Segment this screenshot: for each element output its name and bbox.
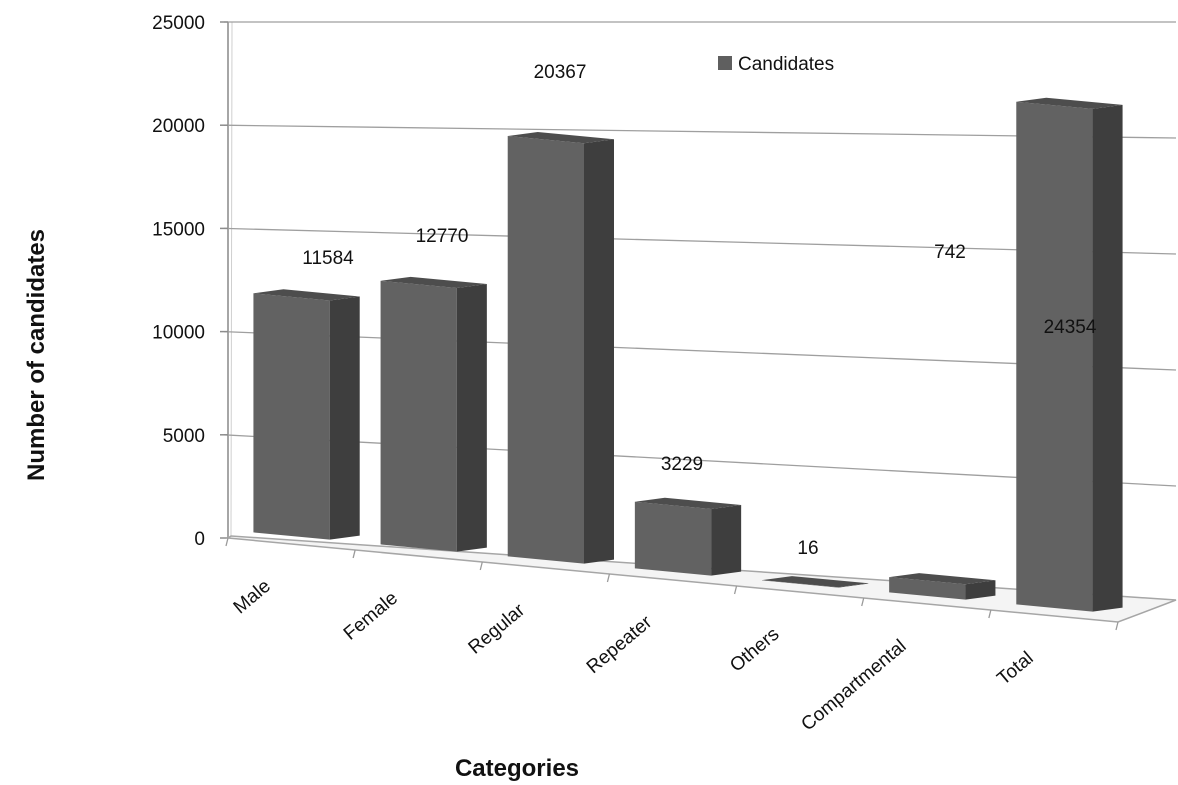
y-tick-label: 15000 (152, 219, 205, 240)
legend-swatch (718, 56, 732, 70)
chart-floor (225, 535, 1177, 631)
bar-side-face (1092, 104, 1123, 612)
bar-regular (507, 132, 614, 564)
x-tick-label: Regular (465, 599, 530, 658)
data-label: 16 (797, 538, 818, 559)
y-axis-ticks: 0 5000 10000 15000 20000 25000 (152, 13, 228, 550)
legend-label: Candidates (738, 54, 834, 75)
bar-top-face (889, 573, 996, 585)
bar-total (1016, 97, 1123, 612)
x-tick-mark (988, 609, 992, 619)
legend: Candidates (718, 54, 834, 75)
x-tick-mark (225, 537, 229, 547)
bar-male (253, 289, 360, 540)
bar-side-face (329, 296, 360, 540)
y-tick-label: 5000 (163, 426, 205, 447)
bar-top-face (380, 276, 487, 289)
left-wall-inner-edge (230, 21, 233, 537)
bar-top-face (634, 497, 742, 509)
bar-top-face (253, 289, 360, 301)
x-tick-mark (1115, 621, 1119, 631)
bar-front-face (889, 577, 966, 600)
bar-others (762, 576, 869, 588)
x-tick-label: Female (340, 588, 402, 645)
bar-front-face (762, 580, 839, 588)
x-tick-label: Repeater (583, 611, 657, 678)
bar-repeater (634, 497, 742, 576)
bar-compartmental (889, 573, 996, 600)
y-tick-label: 10000 (152, 323, 205, 344)
data-label: 24354 (1044, 317, 1097, 338)
bar-side-face (584, 139, 614, 564)
bar-top-face (762, 576, 869, 588)
data-label: 742 (934, 242, 966, 263)
data-label: 20367 (534, 62, 587, 83)
data-label: 12770 (416, 226, 469, 247)
floor-plane (225, 535, 1177, 623)
y-tick-label: 25000 (152, 13, 205, 34)
x-tick-mark (479, 561, 483, 571)
bar-front-face (634, 501, 712, 576)
bar-front-face (1016, 101, 1093, 612)
bars (253, 97, 1123, 612)
bar-side-face (965, 580, 996, 600)
y-axis-title: Number of candidates (23, 229, 50, 481)
bar-front-face (507, 136, 584, 564)
x-axis-title: Categories (455, 755, 579, 782)
x-tick-label: Male (230, 576, 275, 619)
bar-top-face (1016, 97, 1123, 109)
x-tick-mark (606, 573, 611, 583)
data-label: 11584 (302, 248, 354, 269)
x-tick-mark (352, 549, 356, 559)
data-labels: 11584 12770 20367 3229 16 742 24354 (302, 62, 1097, 559)
data-label: 3229 (661, 454, 703, 475)
x-tick-label: Compartmental (797, 636, 910, 736)
y-tick-label: 20000 (152, 116, 205, 137)
x-tick-mark (733, 585, 738, 595)
y-tick-label: 0 (194, 529, 205, 550)
bar-side-face (456, 284, 487, 552)
bar-side-face (838, 583, 869, 588)
bar-front-face (253, 293, 330, 540)
bar-top-face (507, 132, 614, 144)
x-tick-label: Others (726, 624, 783, 677)
chart-walls (227, 21, 233, 538)
x-tick-mark (861, 597, 865, 607)
bar-side-face (711, 504, 742, 576)
bar-female (380, 276, 487, 552)
x-tick-label: Total (993, 648, 1037, 690)
bar-front-face (380, 280, 457, 552)
